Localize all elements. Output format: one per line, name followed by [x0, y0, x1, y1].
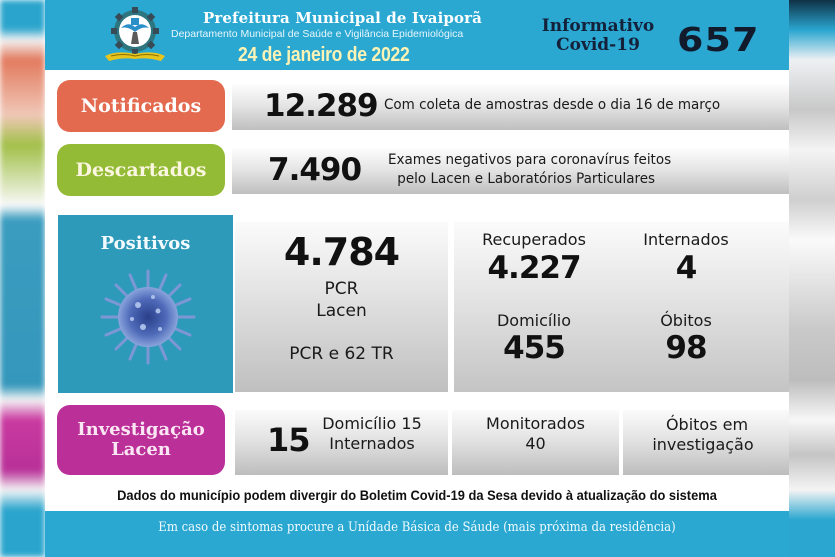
bulletin-date: 24 de janeiro de 2022 — [238, 44, 410, 66]
obitos-label: Óbitos — [660, 311, 712, 330]
domicilio-value: 455 — [503, 330, 566, 366]
header-banner: Prefeitura Municipal de Ivaiporã Departa… — [45, 0, 789, 70]
positivos-method: PCR Lacen — [235, 278, 448, 322]
positivos-line-lacen: Lacen — [316, 301, 367, 321]
bulletin-number: 657 — [677, 20, 760, 59]
monitorados-value: 40 — [525, 434, 546, 453]
investigacao-detail-line1: Domicílio 15 — [322, 414, 422, 433]
investigacao-label: Investigação Lacen — [57, 405, 225, 475]
department-subtitle: Departamento Municipal de Saúde e Vigilâ… — [171, 28, 464, 40]
investigacao-detail: Domicílio 15 Internados — [317, 414, 427, 454]
descartados-bar: 7.490 Exames negativos para coronavírus … — [232, 148, 789, 194]
positivos-panel: Positivos — [58, 215, 233, 393]
positivos-value: 4.784 — [283, 230, 400, 274]
investigacao-total-card: 15 Domicílio 15 Internados — [235, 410, 448, 475]
bulletin-label-line1: Informativo — [541, 16, 655, 36]
descartados-description-line1: Exames negativos para coronavírus feitos — [388, 152, 672, 168]
investigacao-label-line2: Lacen — [111, 439, 171, 460]
disclaimer-text: Dados do município podem divergir do Bol… — [117, 487, 717, 503]
recuperados-label: Recuperados — [482, 230, 586, 249]
obitos-value: 98 — [665, 330, 707, 366]
investigacao-value: 15 — [267, 421, 311, 459]
positivos-pcr-tr: PCR e 62 TR — [289, 344, 394, 364]
investigacao-label-line1: Investigação — [77, 419, 205, 440]
notificados-bar: 12.289 Com coleta de amostras desde o di… — [232, 84, 789, 130]
blurred-background-left — [0, 0, 45, 557]
descartados-description: Exames negativos para coronavírus feitos… — [388, 151, 671, 189]
obitos-investigacao-line1: Óbitos em — [665, 415, 749, 434]
notificados-value: 12.289 — [264, 88, 379, 124]
monitorados-label: Monitorados — [486, 414, 585, 433]
internados-value: 4 — [675, 250, 698, 286]
positivos-line-pcr: PCR — [324, 279, 359, 299]
monitorados-card: Monitorados 40 — [452, 410, 619, 475]
virus-icon — [100, 269, 196, 365]
blurred-background-right — [789, 0, 835, 557]
recuperados-value: 4.227 — [487, 250, 581, 286]
covid-bulletin-poster: Prefeitura Municipal de Ivaiporã Departa… — [45, 0, 789, 557]
investigacao-detail-line2: Internados — [329, 434, 415, 453]
bulletin-label: Informativo Covid-19 — [533, 17, 663, 55]
footer-text: Em caso de sintomas procure a Unídade Bá… — [158, 520, 676, 535]
obitos-investigacao-line2: investigação — [652, 435, 754, 454]
descartados-label: Descartados — [57, 144, 225, 196]
monitorados: Monitorados 40 — [452, 414, 619, 454]
positivos-total-card: 4.784 PCR Lacen PCR e 62 TR — [235, 222, 448, 392]
bulletin-label-line2: Covid-19 — [556, 35, 640, 55]
notificados-description: Com coleta de amostras desde o dia 16 de… — [384, 97, 721, 113]
positivos-label: Positivos — [100, 233, 191, 254]
positivos-breakdown-card: Recuperados 4.227 Internados 4 Domicílio… — [452, 222, 789, 392]
descartados-description-line2: pelo Lacen e Laboratórios Particulares — [397, 171, 656, 187]
municipality-title: Prefeitura Municipal de Ivaiporã — [203, 9, 482, 27]
domicilio-label: Domicílio — [496, 311, 572, 330]
notificados-label: Notificados — [57, 80, 225, 132]
obitos-investigacao-card: Óbitos em investigação — [623, 410, 789, 475]
footer-banner: Em caso de sintomas procure a Unídade Bá… — [45, 511, 789, 557]
obitos-investigacao: Óbitos em investigação — [623, 415, 783, 455]
municipal-crest-icon — [105, 7, 165, 61]
internados-label: Internados — [643, 230, 729, 249]
descartados-value: 7.490 — [268, 152, 362, 188]
